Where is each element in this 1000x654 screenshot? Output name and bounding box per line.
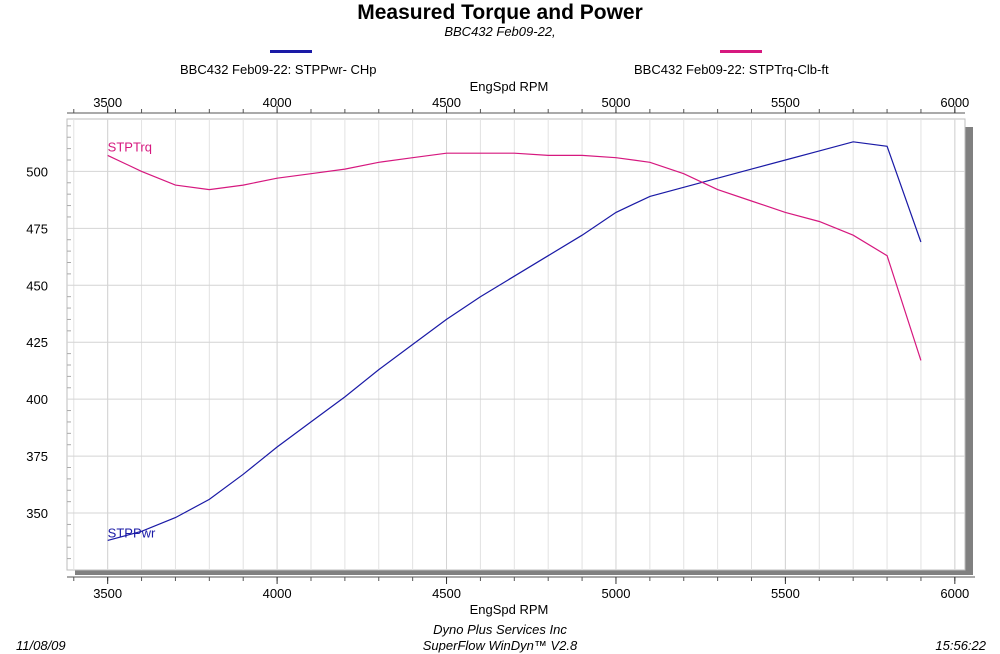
plot-shadow-bottom <box>75 570 973 575</box>
x-tick-label-top: 5000 <box>602 95 631 110</box>
x-tick-label-bottom: 4000 <box>263 586 292 601</box>
power-series-line <box>107 141 922 541</box>
footer-time: 15:56:22 <box>935 638 986 653</box>
x-axis-title-top: EngSpd RPM <box>470 79 549 94</box>
x-tick-label-top: 5500 <box>771 95 800 110</box>
torque-series-label: STPTrq <box>108 139 152 154</box>
legend-torque-label: BBC432 Feb09-22: STPTrq-Clb-ft <box>634 62 829 77</box>
chart-title: Measured Torque and Power <box>357 1 643 24</box>
footer-software: SuperFlow WinDyn™ V2.8 <box>422 638 578 653</box>
plot-area <box>66 118 966 571</box>
y-tick-label: 375 <box>26 449 48 464</box>
axis-layer: 3500 3500 4000 4000 4500 4500 5000 5000 5500 5500… <box>26 95 975 601</box>
y-tick-label: 400 <box>26 392 48 407</box>
y-tick-label: 500 <box>26 164 48 179</box>
x-tick-label-bottom: 5000 <box>602 586 631 601</box>
x-tick-label-bottom: 6000 <box>940 586 969 601</box>
plot-shadow-right <box>965 127 973 575</box>
chart-subtitle: BBC432 Feb09-22, <box>444 24 556 39</box>
x-tick-label-bottom: 3500 <box>93 586 122 601</box>
series-layer: STPPwr STPTrq <box>107 139 922 541</box>
x-tick-label-top: 4500 <box>432 95 461 110</box>
y-tick-label: 450 <box>26 278 48 293</box>
y-tick-label: 350 <box>26 506 48 521</box>
x-tick-label-bottom: 4500 <box>432 586 461 601</box>
y-tick-label: 475 <box>26 221 48 236</box>
x-tick-label-top: 3500 <box>93 95 122 110</box>
x-axis-title-bottom: EngSpd RPM <box>470 602 549 617</box>
legend-power-label: BBC432 Feb09-22: STPPwr- CHp <box>180 62 377 77</box>
legend-torque-swatch <box>720 50 762 53</box>
footer-date: 11/08/09 <box>16 638 66 653</box>
major-grid <box>67 119 965 570</box>
footer-company: Dyno Plus Services Inc <box>433 622 567 637</box>
legend-power-swatch <box>270 50 312 53</box>
x-tick-label-top: 6000 <box>940 95 969 110</box>
x-tick-label-top: 4000 <box>263 95 292 110</box>
y-tick-label: 425 <box>26 335 48 350</box>
x-tick-label-bottom: 5500 <box>771 586 800 601</box>
torque-series-line <box>107 152 922 361</box>
power-series-label: STPPwr <box>108 525 156 540</box>
